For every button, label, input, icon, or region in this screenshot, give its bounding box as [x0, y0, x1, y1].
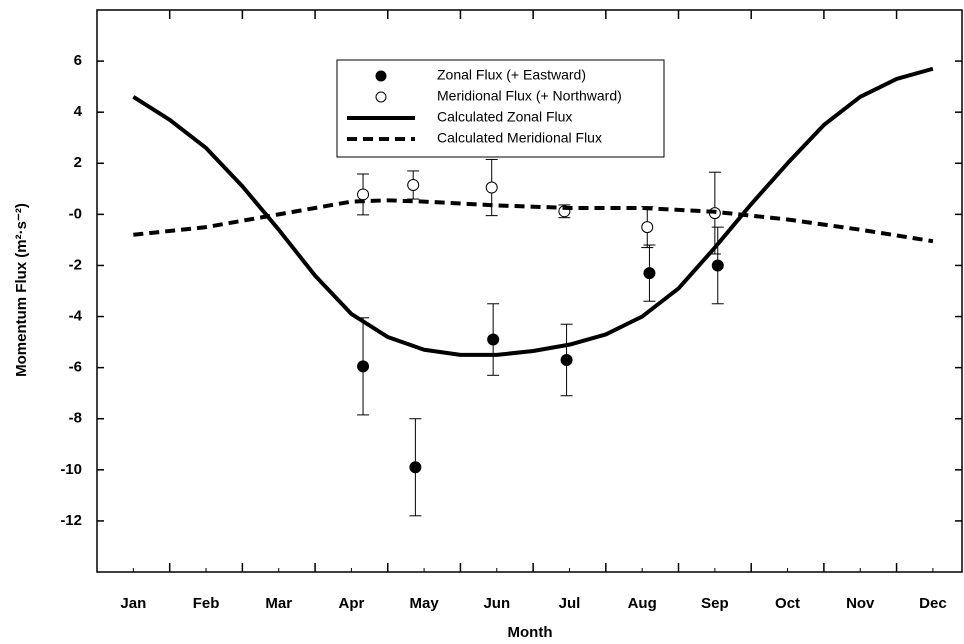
x-tick-label: Sep: [701, 595, 729, 612]
x-tick-label: Nov: [846, 595, 875, 612]
open-point: [485, 181, 498, 194]
x-tick-label: Jun: [483, 595, 510, 612]
legend-marker: [375, 70, 387, 82]
y-tick-label: -10: [60, 461, 82, 478]
legend-label: Meridional Flux (+ Northward): [437, 88, 622, 104]
y-tick-label: 2: [74, 154, 82, 171]
plot-frame: [96, 9, 963, 573]
open-point: [357, 188, 370, 201]
x-tick-label: Dec: [919, 595, 947, 612]
y-tick-label: 6: [74, 52, 82, 69]
legend-label: Zonal Flux (+ Eastward): [437, 67, 586, 83]
x-tick-label: Aug: [628, 595, 657, 612]
x-tick-label: Oct: [775, 595, 800, 612]
x-tick-label: Jan: [120, 595, 146, 612]
legend-marker: [375, 91, 387, 103]
filled-point: [560, 353, 573, 366]
legend-label: Calculated Zonal Flux: [437, 109, 572, 125]
x-axis-title: Month: [508, 624, 553, 641]
y-axis-title: Momentum Flux (m²·s⁻²): [13, 203, 30, 377]
y-tick-label: -2: [69, 256, 82, 273]
y-tick-label: -0: [69, 205, 82, 222]
legend-label: Calculated Meridional Flux: [437, 130, 602, 146]
y-tick-label: -12: [60, 512, 82, 529]
filled-point: [357, 360, 370, 373]
x-tick-label: May: [410, 595, 440, 612]
open-point: [407, 178, 420, 191]
x-tick-label: Mar: [265, 595, 292, 612]
x-tick-label: Apr: [338, 595, 364, 612]
dashed-line: [133, 198, 934, 244]
y-tick-label: 4: [74, 103, 83, 120]
y-tick-label: -8: [69, 410, 82, 427]
filled-point: [487, 333, 500, 346]
legend-box: [336, 59, 665, 158]
y-tick-label: -4: [69, 308, 83, 325]
filled-point: [711, 259, 724, 272]
x-tick-label: Jul: [559, 595, 581, 612]
x-tick-label: Feb: [193, 595, 220, 612]
filled-point: [643, 267, 656, 280]
y-tick-label: -6: [69, 359, 82, 376]
open-point: [641, 221, 654, 234]
filled-point: [409, 461, 422, 474]
